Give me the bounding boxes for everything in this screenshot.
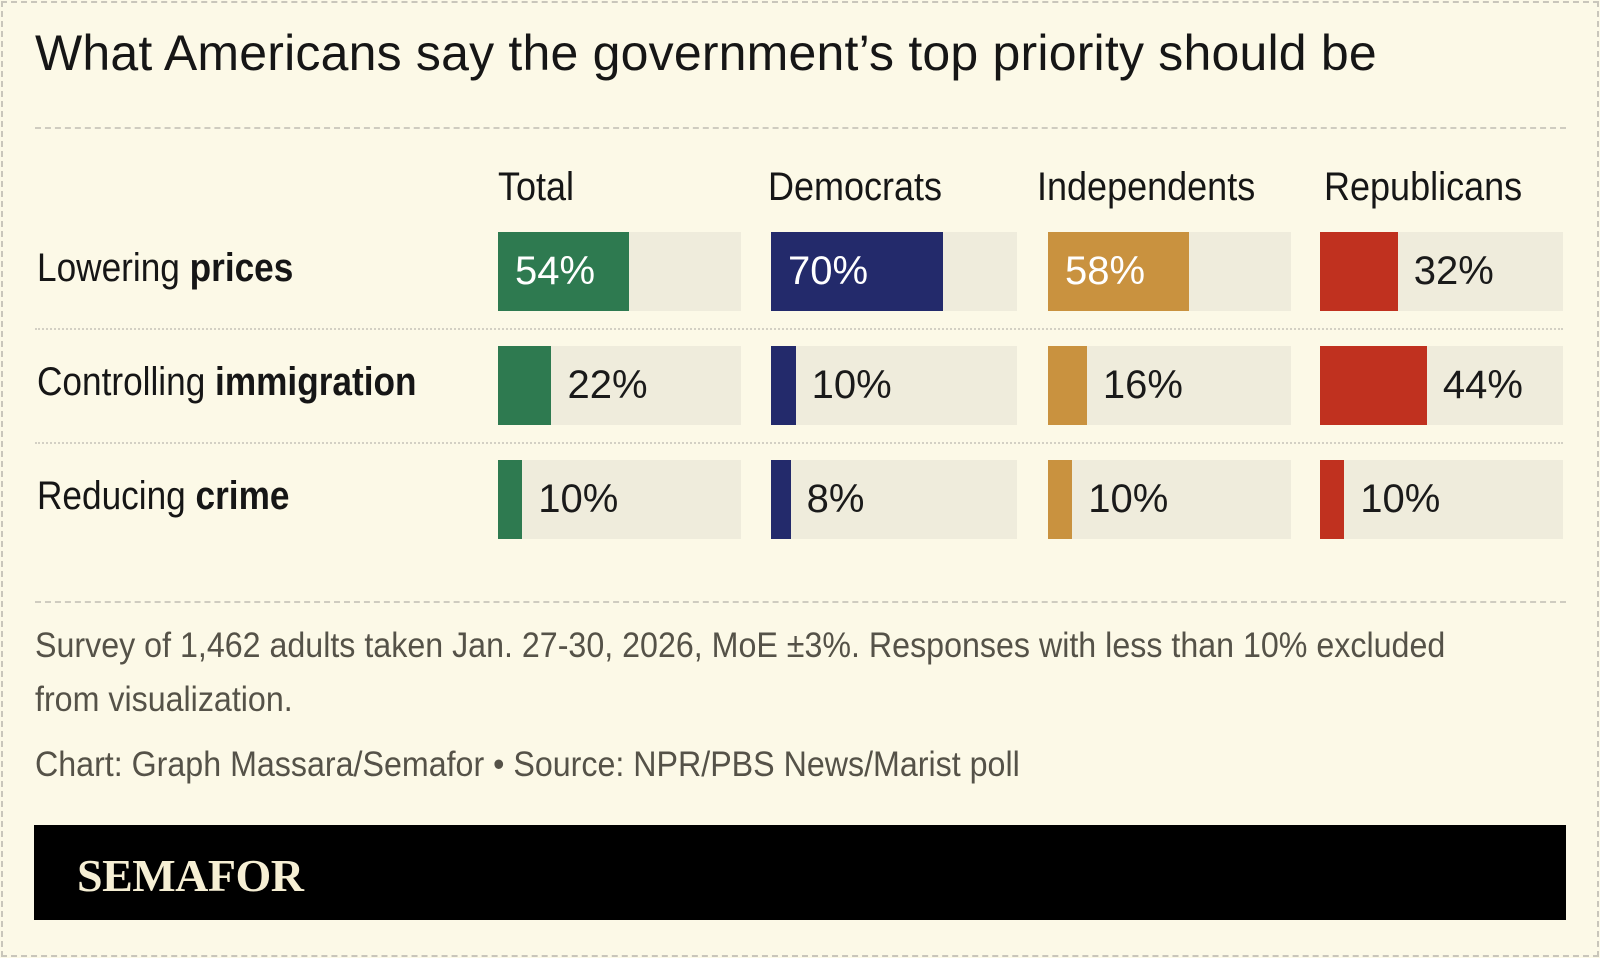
bar-track: 10% [771,346,1017,425]
bar-track: 58% [1048,232,1291,311]
bar-track: 32% [1320,232,1563,311]
bar-democrats [771,346,796,425]
row-separator [35,442,1563,444]
row-label: Reducing crime [37,474,289,519]
row-label-emphasis: crime [195,474,290,518]
bottom-divider [35,601,1566,603]
data-label: 10% [1360,477,1441,521]
column-header-democrats: Democrats [768,165,943,209]
row-label-prefix: Controlling [37,360,216,404]
column-header-total: Total [498,165,575,209]
bar-republicans [1320,232,1398,311]
top-divider [35,127,1566,129]
bar-total [498,460,523,539]
bar-independents [1048,346,1087,425]
semafor-logo: SEMAFOR [77,850,304,901]
bar-track: 8% [771,460,1017,539]
data-label: 54% [515,249,596,293]
row-separator [35,328,1563,330]
column-header-independents: Independents [1037,165,1256,209]
bar-track: 44% [1320,346,1563,425]
bar-independents [1048,232,1189,311]
bar-track: 22% [498,346,741,425]
bar-democrats [771,232,944,311]
data-label: 58% [1065,249,1146,293]
bar-republicans [1320,460,1345,539]
row-label-emphasis: immigration [215,360,417,404]
row-label-emphasis: prices [189,246,294,290]
data-label: 10% [811,363,892,407]
chart-title: What Americans say the government’s top … [35,25,1377,81]
bar-track: 10% [498,460,741,539]
bar-track: 70% [771,232,1017,311]
bar-track: 54% [498,232,741,311]
data-label: 10% [538,477,619,521]
row-label: Controlling immigration [37,360,416,405]
row-label-prefix: Lowering [37,246,190,290]
survey-note: Survey of 1,462 adults taken Jan. 27-30,… [35,626,1446,719]
bar-track: 16% [1048,346,1291,425]
bar-democrats [771,460,791,539]
brand-bar: SEMAFOR [34,825,1566,920]
data-label: 10% [1088,477,1169,521]
column-header-republicans: Republicans [1324,165,1523,209]
bar-track: 10% [1048,460,1291,539]
data-label: 8% [806,477,865,521]
data-label: 22% [567,363,648,407]
bar-independents [1048,460,1073,539]
bar-republicans [1320,346,1427,425]
row-label: Lowering prices [37,246,293,291]
credit-line: Chart: Graph Massara/Semafor • Source: N… [35,745,1020,784]
data-label: 16% [1102,363,1183,407]
bar-track: 10% [1320,460,1563,539]
bar-total [498,346,552,425]
bar-total [498,232,630,311]
data-label: 44% [1442,363,1523,407]
row-label-prefix: Reducing [37,474,196,518]
data-label: 32% [1413,249,1494,293]
data-label: 70% [788,249,869,293]
